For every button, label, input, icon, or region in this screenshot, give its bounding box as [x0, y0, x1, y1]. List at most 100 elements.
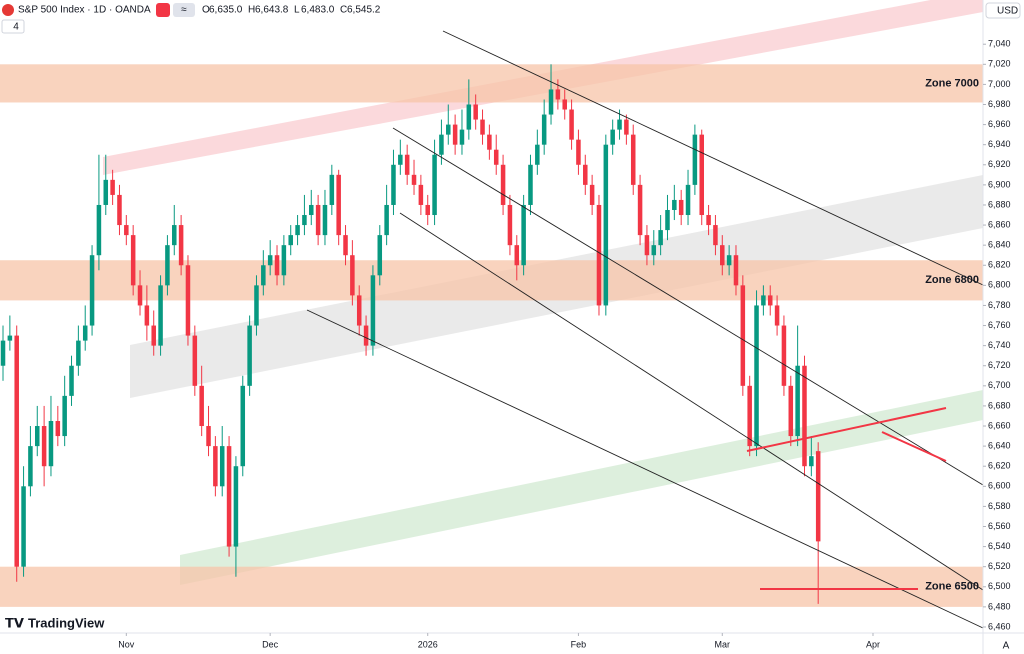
zone-label: Zone 6500	[925, 581, 979, 593]
candle-body	[535, 144, 540, 165]
candle-body	[254, 285, 259, 326]
candle-body	[206, 426, 211, 447]
candle-body	[432, 154, 437, 216]
candle-body	[528, 164, 533, 205]
y-tick-label: 7,000	[988, 79, 1011, 89]
candle-body	[480, 119, 485, 135]
y-tick-label: 6,860	[988, 219, 1011, 229]
y-tick-label: 6,480	[988, 601, 1011, 611]
y-tick-label: 6,840	[988, 240, 1011, 250]
indicator-toggle[interactable]	[173, 3, 195, 17]
candle-body	[658, 230, 663, 246]
candle-body	[713, 225, 718, 246]
indicator-badge[interactable]	[1, 19, 25, 34]
zone-band	[0, 64, 983, 103]
y-tick-label: 6,760	[988, 320, 1011, 330]
y-tick-label: 6,740	[988, 340, 1011, 350]
candle-body	[144, 305, 150, 326]
candle-body	[740, 285, 746, 386]
x-tick-label: Dec	[262, 639, 279, 649]
candle-body	[774, 305, 780, 326]
candle-body	[233, 466, 239, 547]
axes: 6,460 6,480 6,500 6,520 6,540 6,560 6,580 6,600…	[118, 39, 1010, 650]
candle-body	[781, 325, 787, 386]
candle-body	[761, 295, 766, 306]
candle-body	[356, 295, 362, 326]
candle-body	[226, 446, 232, 547]
candle-body	[809, 456, 814, 467]
y-tick-label: 6,600	[988, 481, 1011, 491]
y-tick-label: 6,620	[988, 461, 1011, 471]
candle-body	[815, 451, 821, 542]
candle-body	[322, 204, 328, 236]
candle-body	[672, 199, 677, 210]
toggle-icon: ≈	[181, 5, 187, 16]
candle-body	[589, 184, 595, 205]
ohlc-value: 6,635.0	[209, 5, 243, 16]
ohlc-legend: O 6,635.0 H 6,643.8 L 6,483.0 C 6,545.2	[202, 5, 381, 16]
candle-body	[165, 245, 170, 286]
zone-band	[0, 260, 983, 301]
x-tick-label: Apr	[866, 639, 880, 649]
candle-body	[699, 134, 704, 216]
candle-body	[363, 325, 369, 346]
candle-body	[651, 245, 657, 256]
candle-body	[295, 225, 300, 236]
candle-body	[446, 124, 451, 135]
candle-body	[610, 129, 615, 145]
candle-body	[439, 134, 444, 155]
candle-body	[350, 255, 355, 296]
y-tick-label: 6,900	[988, 179, 1011, 189]
candle-body	[124, 225, 129, 236]
candle-body	[261, 265, 266, 286]
candle-body	[678, 199, 684, 216]
indicator-count: 4	[13, 22, 19, 33]
sell-button[interactable]	[156, 3, 170, 17]
ohlc-key: O	[202, 5, 210, 16]
y-tick-label: 6,680	[988, 400, 1011, 410]
ohlc-key: C	[340, 5, 347, 16]
trend-line	[306, 309, 984, 629]
candle-body	[795, 365, 800, 437]
y-tick-label: 6,800	[988, 280, 1011, 290]
y-tick-label: 6,720	[988, 360, 1011, 370]
y-tick-label: 6,660	[988, 420, 1011, 430]
currency-button[interactable]	[985, 2, 1021, 19]
candle-body	[754, 305, 759, 447]
candle-body	[384, 204, 389, 236]
zone-label: Zone 7000	[925, 77, 979, 89]
candle-body	[370, 275, 376, 346]
y-tick-label: 6,560	[988, 521, 1011, 531]
y-tick-label: 6,820	[988, 260, 1011, 270]
y-tick-label: 6,460	[988, 621, 1011, 631]
red-line	[746, 407, 947, 452]
candle-body	[418, 184, 424, 205]
trend-line	[392, 127, 984, 486]
candle-body	[274, 255, 280, 276]
candle-body	[7, 335, 13, 341]
candle-body	[151, 325, 156, 346]
candle-body	[267, 255, 273, 266]
brand-logo: 𝗧𝗩	[5, 615, 24, 630]
candle-body	[117, 194, 122, 226]
x-tick-label: 2026	[418, 639, 438, 649]
red-line	[881, 431, 947, 462]
candles	[0, 64, 821, 604]
candle-body	[0, 340, 6, 366]
currency: USD	[997, 6, 1018, 17]
x-tick-label: Mar	[715, 639, 731, 649]
trend-line	[442, 30, 984, 286]
y-tick-label: 6,640	[988, 440, 1011, 450]
y-tick-label: 6,700	[988, 380, 1011, 390]
candle-body	[726, 255, 732, 266]
candle-body	[110, 179, 115, 195]
candle-body	[377, 235, 383, 276]
candle-body	[617, 119, 622, 130]
candle-body	[548, 89, 554, 115]
brand: TradingView	[28, 615, 105, 630]
candle-body	[192, 335, 198, 386]
candle-body	[624, 119, 629, 135]
candle-body	[343, 235, 348, 256]
zone-labels: Zone 7000 Zone 6800 Zone 6500	[925, 77, 979, 592]
